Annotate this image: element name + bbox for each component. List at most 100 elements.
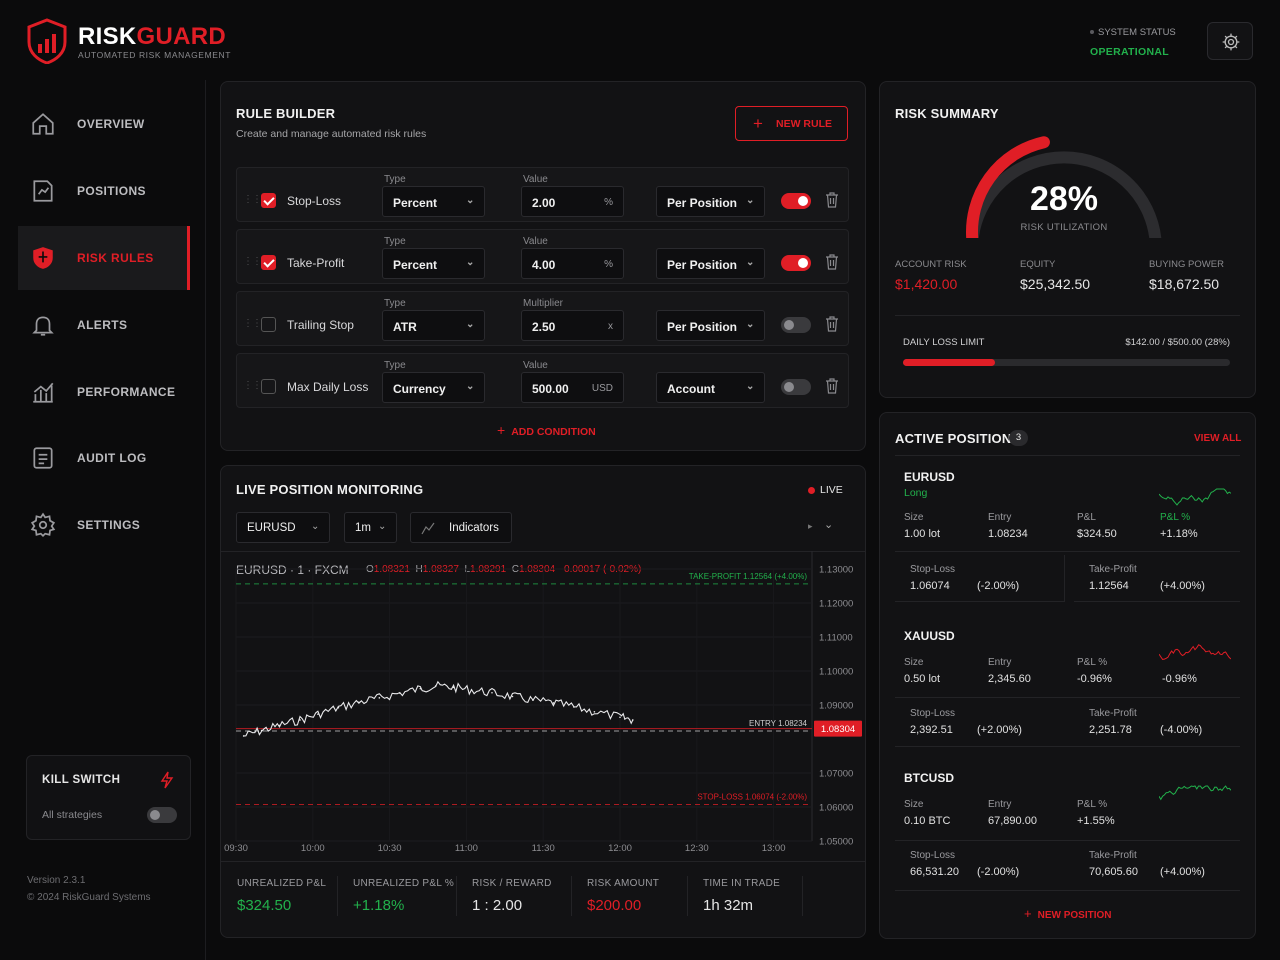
trash-icon[interactable] <box>825 316 839 332</box>
y-tick-label: 1.12000 <box>819 599 853 610</box>
nav-performance[interactable]: PERFORMANCE <box>18 360 190 424</box>
settings-button[interactable] <box>1207 22 1253 60</box>
value-input[interactable]: 4.00% <box>521 248 624 279</box>
drag-handle-icon[interactable]: ⋮⋮ <box>243 256 262 267</box>
kill-switch-toggle[interactable] <box>147 807 177 823</box>
scope-select[interactable]: Per Position ⌄ <box>656 310 765 341</box>
add-condition-button[interactable]: + ADD CONDITION <box>497 422 596 438</box>
metric-value: $324.50 <box>237 897 292 914</box>
risk-utilization-label: RISK UTILIZATION <box>1020 222 1108 233</box>
rule-name: Stop-Loss <box>287 194 342 208</box>
stop-loss-label: Stop-Loss <box>910 850 956 861</box>
chevron-down-icon: ⌄ <box>466 195 475 206</box>
kill-switch-title: KILL SWITCH <box>42 774 121 786</box>
value-input[interactable]: 500.00 USD <box>521 372 624 403</box>
rule-name: Trailing Stop <box>287 318 354 332</box>
interval-select[interactable]: 1m ⌄ <box>344 512 397 543</box>
stop-loss-pct: (-2.00%) <box>977 866 1020 878</box>
scope-select[interactable]: Account ⌄ <box>656 372 765 403</box>
chevron-down-icon: ⌄ <box>746 319 755 330</box>
rule-checkbox[interactable] <box>261 317 276 332</box>
y-tick-label: 1.13000 <box>819 565 853 576</box>
sparkline-path <box>1159 488 1231 506</box>
position-symbol[interactable]: EURUSD <box>904 470 955 484</box>
entry-value: 1.08234 <box>988 528 1028 540</box>
metric-label: UNREALIZED P&L % <box>353 878 455 889</box>
drag-handle-icon[interactable]: ⋮⋮ <box>243 380 262 391</box>
nav-positions[interactable]: POSITIONS <box>18 159 190 223</box>
audit-log-icon <box>33 447 53 469</box>
stop-loss-pct: (+2.00%) <box>977 724 1022 736</box>
price-chart[interactable]: 1.13000 1.12000 1.11000 1.10000 1.09000 1.070… <box>220 551 865 861</box>
new-position-button[interactable]: + NEW POSITION <box>1024 906 1112 921</box>
pnl-value: $324.50 <box>1077 528 1117 540</box>
take-profit-pct: (-4.00%) <box>1160 724 1203 736</box>
rule-enabled-toggle[interactable] <box>781 317 811 333</box>
risk-utilization-value: 28% <box>1029 180 1099 218</box>
rule-checkbox[interactable] <box>261 379 276 394</box>
metric-divider <box>571 876 572 916</box>
type-select[interactable]: Percent ⌄ <box>382 186 485 217</box>
stop-loss-pct: (-2.00%) <box>977 580 1020 592</box>
pnl-label: P&L % <box>1077 799 1108 810</box>
nav-label: POSITIONS <box>77 184 146 198</box>
type-label: Type <box>384 174 406 185</box>
chevron-down-icon: ⌄ <box>466 257 475 268</box>
type-select[interactable]: ATR ⌄ <box>382 310 485 341</box>
metric-value: +1.18% <box>353 897 405 914</box>
value-label: Value <box>523 174 548 185</box>
new-rule-button[interactable]: + NEW RULE <box>735 106 848 141</box>
scope-select[interactable]: Per Position ⌄ <box>656 248 765 279</box>
rule-checkbox[interactable] <box>261 255 276 270</box>
value-input[interactable]: 2.00% <box>521 186 624 217</box>
chevron-down-icon: ⌄ <box>746 381 755 392</box>
entry-label: Entry <box>988 512 1012 523</box>
price-point <box>452 686 455 689</box>
nav-alerts[interactable]: ALERTS <box>18 293 190 357</box>
trash-icon[interactable] <box>825 192 839 208</box>
x-tick-label: 12:30 <box>685 843 709 854</box>
entry-label: Entry <box>988 657 1012 668</box>
position-symbol[interactable]: XAUUSD <box>904 629 955 643</box>
trash-icon[interactable] <box>825 378 839 394</box>
indicators-button[interactable]: Indicators <box>410 512 512 543</box>
rule-enabled-toggle[interactable] <box>781 255 811 271</box>
risk-summary-title: RISK SUMMARY <box>895 106 999 121</box>
metric-divider <box>456 876 457 916</box>
nav-settings[interactable]: SETTINGS <box>18 493 190 557</box>
position-symbol[interactable]: BTCUSD <box>904 771 954 785</box>
chevron-down-icon: ⌄ <box>466 319 475 330</box>
symbol-select[interactable]: EURUSD ⌄ <box>236 512 330 543</box>
rule-enabled-toggle[interactable] <box>781 193 811 209</box>
drag-handle-icon[interactable]: ⋮⋮ <box>243 318 262 329</box>
chevron-down-icon[interactable]: ⌄ <box>824 519 834 531</box>
rule-enabled-toggle[interactable] <box>781 379 811 395</box>
type-select[interactable]: Percent ⌄ <box>382 248 485 279</box>
nav-label: ALERTS <box>77 318 128 332</box>
value-input[interactable]: 2.50 x <box>521 310 624 341</box>
rule-row: ⋮⋮ Take-Profit Type Percent ⌄ Value 4.00%… <box>236 229 849 284</box>
drag-handle-icon[interactable]: ⋮⋮ <box>243 194 262 205</box>
buying-power-label: BUYING POWER <box>1149 259 1224 270</box>
nav-risk-rules[interactable]: RISK RULES <box>18 226 190 290</box>
summary-divider <box>895 315 1240 316</box>
nav-overview[interactable]: OVERVIEW <box>18 92 190 156</box>
metric-unrealized-pnl: UNREALIZED P&L $324.50 <box>237 878 326 914</box>
sparkline-path <box>1159 785 1231 801</box>
x-tick-label: 13:00 <box>762 843 786 854</box>
type-value: Currency <box>393 382 446 396</box>
new-rule-label: NEW RULE <box>776 118 832 130</box>
unit-label: x <box>608 321 613 332</box>
trash-icon[interactable] <box>825 254 839 270</box>
chart-options-icon[interactable]: ▸ <box>808 521 813 531</box>
brand-tagline: AUTOMATED RISK MANAGEMENT <box>78 50 232 60</box>
price-point <box>242 735 245 737</box>
price-point <box>491 691 493 694</box>
rule-checkbox[interactable] <box>261 193 276 208</box>
type-select[interactable]: Currency ⌄ <box>382 372 485 403</box>
nav-audit-log[interactable]: AUDIT LOG <box>18 426 190 490</box>
view-all-link[interactable]: VIEW ALL <box>1194 433 1242 444</box>
take-profit-value: 1.12564 <box>1089 580 1129 592</box>
scope-select[interactable]: Per Position ⌄ <box>656 186 765 217</box>
equity-label: EQUITY <box>1020 259 1056 270</box>
